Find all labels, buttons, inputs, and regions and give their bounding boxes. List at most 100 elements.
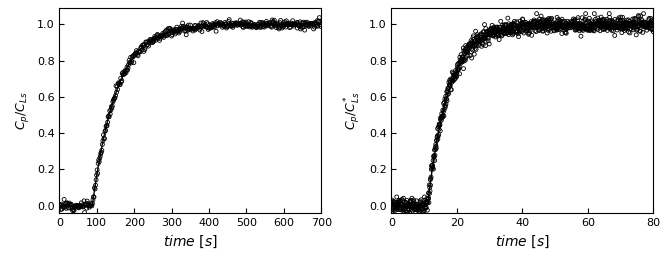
Point bbox=[486, 27, 496, 32]
Point bbox=[508, 33, 518, 37]
Point bbox=[421, 206, 432, 210]
Point bbox=[616, 31, 627, 35]
Point bbox=[552, 15, 562, 20]
Point bbox=[413, 207, 424, 211]
Point bbox=[244, 20, 254, 24]
Point bbox=[484, 32, 495, 37]
Point bbox=[556, 21, 566, 25]
Point bbox=[618, 26, 629, 30]
Point bbox=[403, 203, 414, 207]
Point bbox=[104, 114, 114, 118]
Point bbox=[275, 20, 285, 25]
Point bbox=[114, 82, 125, 87]
Point bbox=[468, 35, 478, 40]
Point bbox=[486, 26, 496, 30]
Point bbox=[510, 23, 520, 27]
Point bbox=[415, 203, 426, 208]
Point bbox=[410, 206, 420, 211]
X-axis label: $\it{time}$ $[s]$: $\it{time}$ $[s]$ bbox=[163, 233, 218, 250]
Point bbox=[607, 23, 618, 27]
Point bbox=[604, 15, 614, 20]
Point bbox=[483, 39, 494, 43]
Point bbox=[110, 96, 120, 100]
Point bbox=[583, 19, 594, 23]
Point bbox=[562, 26, 572, 31]
Point bbox=[389, 203, 399, 207]
Point bbox=[605, 24, 616, 28]
Point bbox=[645, 26, 655, 31]
Point bbox=[536, 14, 546, 18]
Point bbox=[616, 15, 626, 19]
Point bbox=[527, 24, 538, 29]
Point bbox=[571, 23, 581, 27]
Point bbox=[96, 150, 107, 155]
Point bbox=[461, 55, 471, 60]
Point bbox=[615, 26, 626, 30]
Point bbox=[409, 205, 420, 209]
Point bbox=[498, 31, 509, 35]
Point bbox=[567, 20, 578, 25]
Point bbox=[515, 28, 526, 33]
Point bbox=[103, 115, 114, 119]
Point bbox=[434, 124, 445, 128]
Point bbox=[502, 27, 512, 31]
Point bbox=[427, 164, 438, 168]
Point bbox=[138, 44, 148, 48]
Point bbox=[57, 203, 68, 208]
Point bbox=[469, 44, 480, 48]
Point bbox=[175, 29, 185, 34]
Point bbox=[531, 25, 542, 30]
Point bbox=[284, 25, 295, 30]
Point bbox=[598, 27, 609, 32]
Point bbox=[605, 26, 615, 31]
Point bbox=[510, 26, 521, 31]
Point bbox=[470, 46, 480, 51]
Point bbox=[500, 26, 511, 31]
Point bbox=[631, 17, 642, 22]
Point bbox=[434, 122, 445, 126]
Point bbox=[403, 204, 414, 209]
Point bbox=[475, 39, 486, 44]
Point bbox=[642, 24, 653, 28]
Point bbox=[310, 20, 321, 25]
Point bbox=[507, 22, 517, 26]
Point bbox=[582, 28, 593, 32]
Point bbox=[469, 40, 479, 45]
Point bbox=[399, 213, 410, 217]
Point bbox=[578, 24, 588, 28]
Point bbox=[483, 36, 494, 40]
Point bbox=[492, 28, 502, 32]
Point bbox=[434, 132, 444, 137]
Point bbox=[591, 22, 601, 27]
Point bbox=[259, 23, 270, 27]
Point bbox=[453, 66, 463, 71]
Point bbox=[539, 22, 550, 26]
Point bbox=[256, 25, 267, 29]
Point bbox=[306, 24, 316, 28]
Point bbox=[435, 123, 446, 127]
Point bbox=[231, 21, 242, 26]
Point bbox=[604, 26, 614, 30]
Point bbox=[224, 22, 235, 27]
Point bbox=[236, 22, 247, 27]
Point bbox=[552, 22, 562, 27]
Point bbox=[562, 24, 572, 29]
Point bbox=[550, 25, 560, 29]
Point bbox=[216, 22, 227, 26]
Point bbox=[548, 28, 559, 32]
Point bbox=[183, 26, 194, 30]
Point bbox=[607, 19, 618, 23]
Point bbox=[474, 38, 484, 42]
Point bbox=[475, 35, 485, 40]
Point bbox=[432, 126, 443, 131]
Point bbox=[438, 114, 448, 118]
Point bbox=[602, 17, 612, 22]
Point bbox=[579, 25, 589, 29]
Point bbox=[624, 23, 635, 28]
Point bbox=[393, 202, 404, 206]
Point bbox=[570, 27, 581, 32]
Point bbox=[556, 24, 566, 29]
Point bbox=[458, 66, 469, 71]
Point bbox=[593, 27, 603, 32]
Point bbox=[399, 207, 410, 211]
